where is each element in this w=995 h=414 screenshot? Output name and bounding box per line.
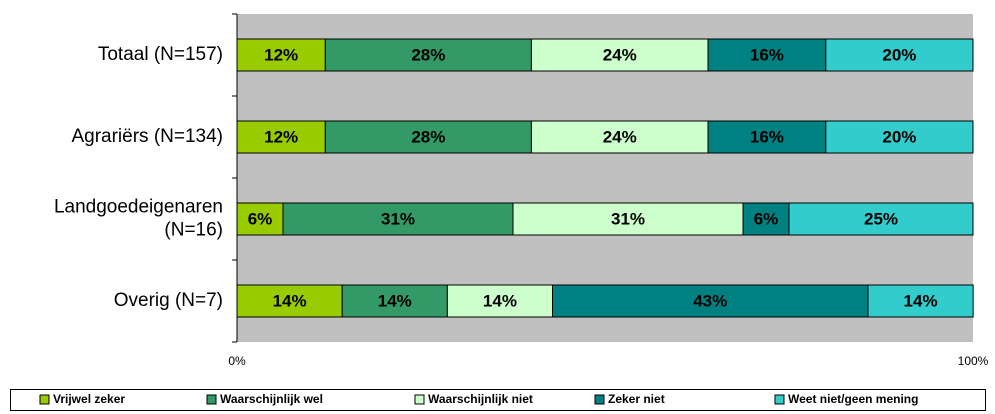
y-tick-label: Agrariërs (N=134) xyxy=(71,126,223,147)
bar-segment xyxy=(236,120,326,154)
data-label: 14% xyxy=(378,291,412,310)
bar-segment xyxy=(236,284,343,318)
data-label: 12% xyxy=(264,127,298,146)
data-label: 14% xyxy=(273,291,307,310)
legend-label: Weet niet/geen mening xyxy=(788,392,918,406)
bar-segment xyxy=(282,202,514,236)
legend-swatch xyxy=(206,394,217,405)
y-tick-label: Totaal (N=157) xyxy=(98,44,223,65)
bar-segment xyxy=(512,202,744,236)
bar-segment xyxy=(446,284,554,318)
legend-label: Waarschijnlijk wel xyxy=(220,392,323,406)
data-label: 43% xyxy=(693,291,727,310)
bar-segment xyxy=(341,284,448,318)
bar-segment xyxy=(707,120,827,154)
bar-segment xyxy=(825,38,974,72)
bar-segment xyxy=(236,38,326,72)
data-label: 31% xyxy=(611,209,645,228)
data-label: 6% xyxy=(248,209,273,228)
bar-segment xyxy=(324,120,532,154)
y-tick-label: Landgoedeigenaren (N=16) xyxy=(54,197,223,241)
legend-swatch xyxy=(414,394,425,405)
bar-segment xyxy=(788,202,974,236)
data-label: 20% xyxy=(882,127,916,146)
legend-label: Vrijwel zeker xyxy=(53,392,125,406)
bar-segment xyxy=(867,284,974,318)
y-tick-label-line: Landgoedeigenaren xyxy=(54,197,223,218)
bar-segment xyxy=(742,202,790,236)
y-tick-label-line: (N=16) xyxy=(164,219,223,240)
x-tick-label: 0% xyxy=(228,354,246,368)
data-label: 14% xyxy=(483,291,517,310)
bar-segment xyxy=(236,202,284,236)
legend-swatch xyxy=(39,394,50,405)
data-label: 20% xyxy=(882,45,916,64)
data-label: 16% xyxy=(750,127,784,146)
legend-swatch xyxy=(594,394,605,405)
data-label: 31% xyxy=(381,209,415,228)
data-label: 16% xyxy=(750,45,784,64)
bar-segment xyxy=(707,38,827,72)
data-label: 24% xyxy=(603,45,637,64)
data-label: 6% xyxy=(754,209,779,228)
x-tick-label: 100% xyxy=(958,354,989,368)
legend-label: Zeker niet xyxy=(608,392,665,406)
legend-label: Waarschijnlijk niet xyxy=(428,392,533,406)
data-label: 25% xyxy=(864,209,898,228)
bar-segment xyxy=(324,38,532,72)
data-label: 24% xyxy=(603,127,637,146)
data-label: 12% xyxy=(264,45,298,64)
bar-segment xyxy=(530,38,709,72)
bar-segment xyxy=(825,120,974,154)
legend xyxy=(10,389,986,411)
data-label: 28% xyxy=(411,45,445,64)
data-label: 14% xyxy=(904,291,938,310)
data-label: 28% xyxy=(411,127,445,146)
y-tick-label: Overig (N=7) xyxy=(114,290,223,311)
legend-swatch xyxy=(774,394,785,405)
